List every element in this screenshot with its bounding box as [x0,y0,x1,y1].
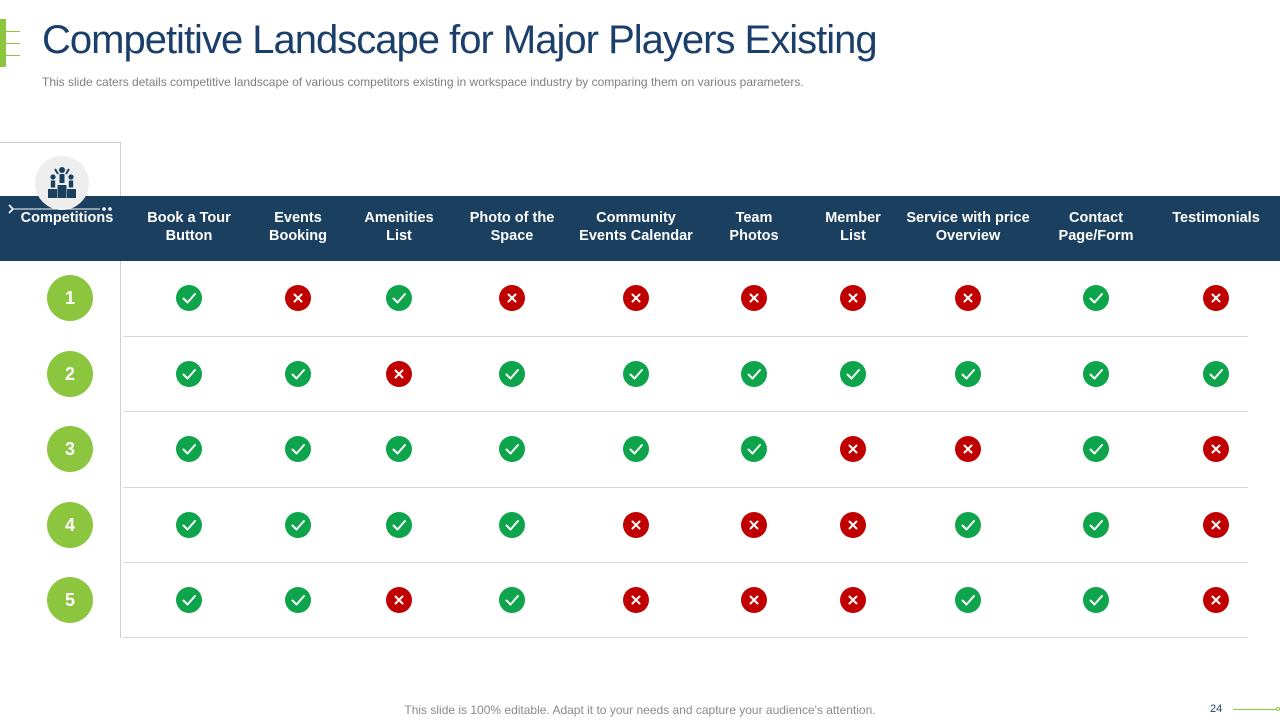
row-divider [123,411,1248,412]
check-icon [499,512,525,538]
check-icon [176,361,202,387]
cross-icon [955,436,981,462]
column-header: Contact Page/Form [1058,210,1134,244]
column-header: Testimonials [1172,210,1260,226]
column-header: Events Booking [269,210,327,244]
check-icon [1083,436,1109,462]
check-icon [176,512,202,538]
column-header: Member List [825,210,881,244]
check-icon [499,436,525,462]
cross-icon [955,285,981,311]
cross-icon [623,285,649,311]
column-header: Community Events Calendar [579,210,693,244]
column-header: Photo of the Space [469,210,555,244]
cross-icon [386,587,412,613]
cross-icon [840,285,866,311]
cross-icon [499,285,525,311]
check-icon [386,285,412,311]
check-icon [285,361,311,387]
check-icon [1083,361,1109,387]
table-header-band [0,196,1280,261]
cross-icon [386,361,412,387]
cross-icon [741,587,767,613]
column-header: Book a Tour Button [147,210,231,244]
cross-icon [741,285,767,311]
cross-icon [623,512,649,538]
check-icon [386,512,412,538]
corner-accent [0,19,20,67]
row-divider [123,562,1248,563]
column-header: Amenities List [364,210,434,244]
check-icon [1083,512,1109,538]
check-icon [176,285,202,311]
check-icon [840,361,866,387]
cross-icon [1203,285,1229,311]
table-divider [120,142,121,638]
check-icon [741,436,767,462]
check-icon [499,361,525,387]
page-number-line [1233,709,1278,710]
competitors-podium-icon [35,156,89,210]
header-connector-icon [8,204,112,214]
check-icon [955,361,981,387]
check-icon [285,587,311,613]
row-divider [123,336,1248,337]
check-icon [499,587,525,613]
competitor-number-badge: 4 [47,502,93,548]
page-number-dot [1276,707,1280,711]
page-title: Competitive Landscape for Major Players … [42,18,878,62]
cross-icon [840,512,866,538]
cross-icon [840,436,866,462]
table-top-border [0,142,121,143]
cross-icon [285,285,311,311]
check-icon [386,436,412,462]
check-icon [955,512,981,538]
check-icon [1083,285,1109,311]
cross-icon [840,587,866,613]
check-icon [176,436,202,462]
page-number: 24 [1210,703,1223,715]
cross-icon [1203,436,1229,462]
row-divider [123,487,1248,488]
check-icon [1203,361,1229,387]
column-header: Team Photos [729,210,779,244]
check-icon [285,436,311,462]
cross-icon [623,587,649,613]
check-icon [623,436,649,462]
column-header: Service with price Overview [906,210,1030,244]
check-icon [176,587,202,613]
cross-icon [1203,587,1229,613]
column-header-competitions: Competitions [20,210,114,226]
competitor-number-badge: 3 [47,426,93,472]
check-icon [1083,587,1109,613]
cross-icon [741,512,767,538]
competitor-number-badge: 2 [47,351,93,397]
check-icon [623,361,649,387]
competitor-number-badge: 5 [47,577,93,623]
check-icon [285,512,311,538]
competitor-number-badge: 1 [47,275,93,321]
page-subtitle: This slide caters details competitive la… [42,75,804,89]
check-icon [955,587,981,613]
check-icon [741,361,767,387]
footer-note: This slide is 100% editable. Adapt it to… [404,703,876,717]
cross-icon [1203,512,1229,538]
row-divider [123,637,1248,638]
